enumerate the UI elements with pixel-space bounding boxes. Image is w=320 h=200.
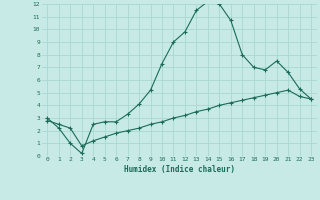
X-axis label: Humidex (Indice chaleur): Humidex (Indice chaleur) bbox=[124, 165, 235, 174]
